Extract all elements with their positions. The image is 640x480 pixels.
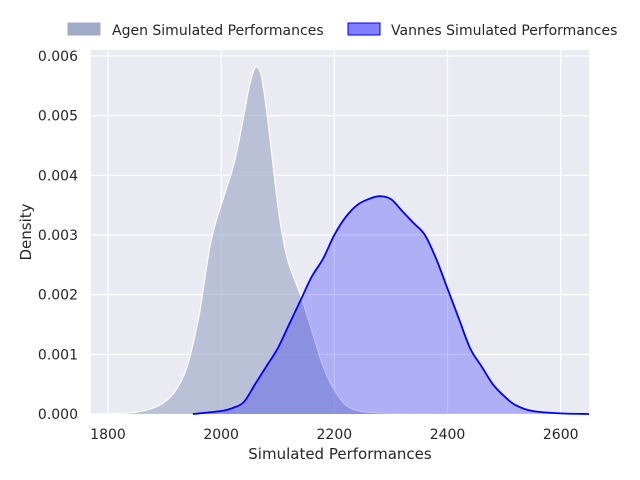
y-tick-label: 0.003: [38, 228, 78, 244]
legend-label-agen: Agen Simulated Performances: [112, 23, 324, 39]
x-tick-label: 2600: [543, 427, 579, 443]
y-tick-labels: 0.000 0.001 0.002 0.003 0.004 0.005 0.006: [38, 49, 78, 423]
y-tick-label: 0.004: [38, 168, 78, 184]
x-tick-label: 2400: [430, 427, 466, 443]
density-line-agen: [107, 66, 420, 415]
y-axis-label: Density: [17, 203, 35, 260]
legend: Agen Simulated Performances Vannes Simul…: [67, 22, 617, 39]
plot-background: [91, 50, 589, 414]
density-area-vannes: [192, 196, 589, 414]
legend-swatch-agen: [67, 22, 101, 36]
legend-swatch-vannes: [347, 22, 381, 36]
x-tick-labels: 1800 2000 2200 2400 2600: [90, 427, 578, 443]
legend-label-vannes: Vannes Simulated Performances: [391, 23, 617, 39]
density-line-vannes: [192, 195, 590, 415]
density-areas: [107, 66, 590, 415]
y-tick-label: 0.006: [38, 49, 78, 65]
x-tick-label: 2200: [317, 427, 353, 443]
x-tick-label: 1800: [90, 427, 126, 443]
y-tick-label: 0.002: [38, 288, 78, 304]
y-tick-label: 0.001: [38, 347, 78, 363]
density-area-agen: [107, 66, 420, 414]
x-axis-label: Simulated Performances: [248, 445, 432, 463]
y-tick-label: 0.005: [38, 109, 78, 125]
x-tick-label: 2000: [203, 427, 239, 443]
y-tick-label: 0.000: [38, 407, 78, 423]
